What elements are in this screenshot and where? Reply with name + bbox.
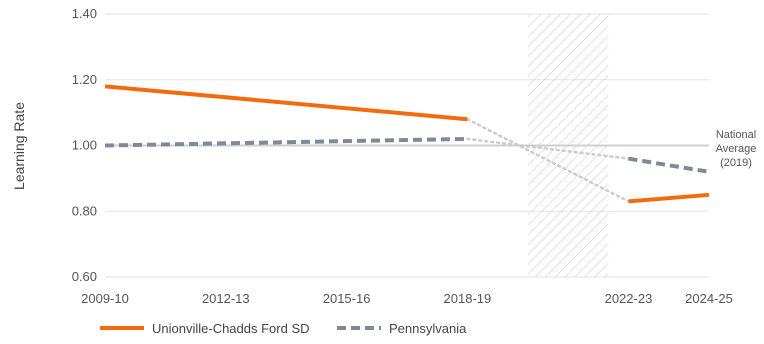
x-tick-label: 2024-25: [685, 291, 733, 306]
y-tick-label: 0.80: [72, 203, 97, 218]
x-tick-label: 2015-16: [323, 291, 371, 306]
x-tick-label: 2022-23: [605, 291, 653, 306]
legend-label-1: Pennsylvania: [389, 321, 467, 336]
x-tick-label: 2018-19: [444, 291, 492, 306]
y-axis-ticks: 0.60 0.80 1.00 1.20 1.40: [72, 6, 97, 284]
y-tick-label: 1.20: [72, 72, 97, 87]
x-tick-label: 2009-10: [81, 291, 129, 306]
y-tick-label: 1.40: [72, 6, 97, 21]
legend-label-0: Unionville-Chadds Ford SD: [152, 321, 310, 336]
series-lines: [104, 84, 710, 204]
x-tick-label: 2012-13: [202, 291, 250, 306]
legend: Unionville-Chadds Ford SD Pennsylvania: [100, 321, 467, 336]
series-1-segment-0: [104, 136, 468, 148]
y-axis-title: Learning Rate: [11, 102, 27, 190]
x-axis-ticks: 2009-10 2012-13 2015-16 2018-19 2022-23 2024-…: [81, 291, 733, 306]
series-0-bridge: [466, 117, 630, 203]
reference-label: National Average (2019): [716, 129, 757, 169]
y-tick-label: 0.60: [72, 269, 97, 284]
series-1-segment-1: [628, 156, 710, 174]
series-0-segment-1: [628, 192, 710, 204]
y-tick-label: 1.00: [72, 138, 97, 153]
series-0-segment-0: [104, 84, 468, 122]
series-1-bridge: [466, 137, 630, 160]
